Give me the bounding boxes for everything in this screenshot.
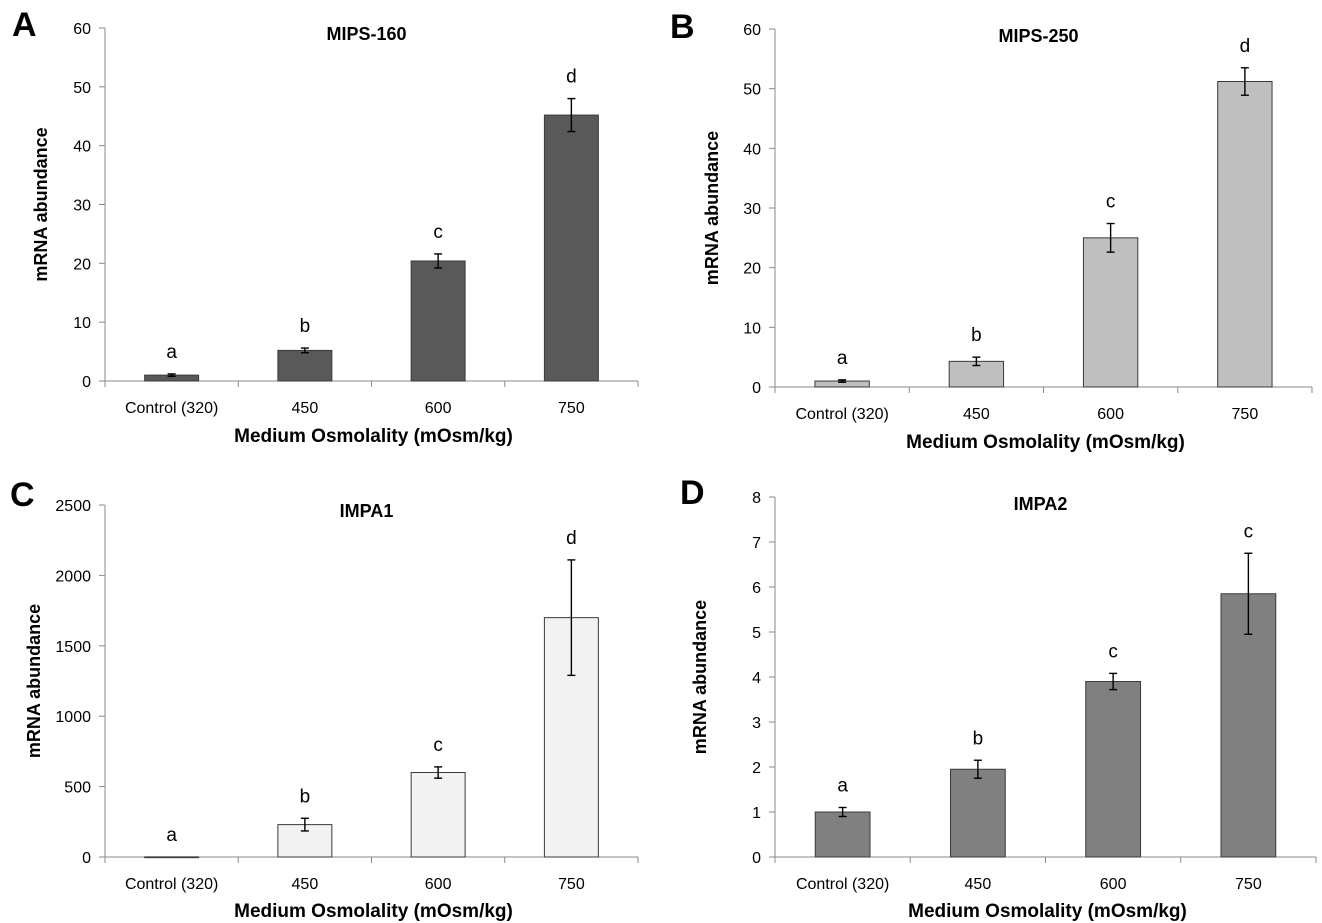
significance-letter: b xyxy=(300,316,311,337)
chart-panel-a: A MIPS-160 0 10 20 30 40 50 60 a Control (320) b 450… xyxy=(12,6,639,447)
y-tick-label: 20 xyxy=(73,256,91,273)
y-tick-label: 10 xyxy=(743,320,761,337)
y-tick-label: 2000 xyxy=(55,568,91,585)
significance-letter: d xyxy=(566,67,577,88)
y-tick-label: 3 xyxy=(752,715,761,732)
x-tick-label: 600 xyxy=(1097,406,1124,423)
x-tick-label: Control (320) xyxy=(125,876,218,893)
y-axis-label: mRNA abundance xyxy=(31,127,51,281)
chart-title: MIPS-160 xyxy=(326,24,406,44)
y-axis-label: mRNA abundance xyxy=(702,131,722,285)
x-tick-label: 600 xyxy=(1100,876,1127,893)
panel-letter: C xyxy=(10,476,35,514)
bar xyxy=(543,114,599,382)
y-tick-label: 2500 xyxy=(55,498,91,515)
x-tick-label: 450 xyxy=(965,876,992,893)
y-tick-label: 60 xyxy=(73,21,91,38)
x-tick-label: 750 xyxy=(558,400,585,417)
panel-letter: B xyxy=(670,8,695,46)
y-tick-label: 4 xyxy=(752,670,761,687)
y-tick-label: 8 xyxy=(752,490,761,507)
bar xyxy=(410,260,466,382)
bar xyxy=(814,811,871,858)
y-tick-label: 40 xyxy=(73,139,91,156)
significance-letter: c xyxy=(1106,192,1116,213)
y-axis-label: mRNA abundance xyxy=(24,604,44,758)
x-tick-label: 750 xyxy=(558,876,585,893)
significance-letter: a xyxy=(166,342,177,363)
y-tick-label: 500 xyxy=(64,780,91,797)
bar xyxy=(277,349,333,382)
x-tick-label: Control (320) xyxy=(125,400,218,417)
x-axis-label: Medium Osmolality (mOsm/kg) xyxy=(908,901,1187,922)
panel-letter: D xyxy=(680,474,705,512)
x-tick-label: 450 xyxy=(292,400,319,417)
y-tick-label: 0 xyxy=(82,374,91,391)
bar xyxy=(410,772,466,858)
significance-letter: a xyxy=(837,776,848,797)
bar xyxy=(1085,681,1142,858)
x-tick-label: 600 xyxy=(425,400,452,417)
y-tick-label: 30 xyxy=(743,201,761,218)
y-tick-label: 5 xyxy=(752,625,761,642)
y-tick-label: 7 xyxy=(752,535,761,552)
panel-letter: A xyxy=(12,6,37,44)
y-tick-label: 0 xyxy=(752,380,761,397)
x-tick-label: 450 xyxy=(963,406,990,423)
y-tick-label: 50 xyxy=(743,82,761,99)
x-tick-label: 750 xyxy=(1232,406,1259,423)
y-axis-label: mRNA abundance xyxy=(690,600,710,754)
x-axis-label: Medium Osmolality (mOsm/kg) xyxy=(234,426,513,447)
significance-letter: c xyxy=(1244,521,1254,542)
bar xyxy=(1082,237,1139,388)
y-tick-label: 50 xyxy=(73,80,91,97)
x-tick-label: 600 xyxy=(425,876,452,893)
y-tick-label: 1500 xyxy=(55,639,91,656)
chart-panel-c: C IMPA1 0 500 1000 1500 2000 2500 a Control (320)… xyxy=(10,476,639,922)
chart-title: IMPA1 xyxy=(340,501,394,521)
chart-panel-b: B MIPS-250 0 10 20 30 40 50 60 a Control (320) b 450… xyxy=(670,8,1313,453)
x-tick-label: Control (320) xyxy=(796,876,889,893)
chart-title: IMPA2 xyxy=(1014,494,1068,514)
significance-letter: c xyxy=(1108,641,1118,662)
significance-letter: b xyxy=(971,325,982,346)
significance-letter: a xyxy=(166,825,177,846)
significance-letter: d xyxy=(566,528,577,549)
significance-letter: c xyxy=(433,222,443,243)
bar xyxy=(144,856,200,859)
y-tick-label: 6 xyxy=(752,580,761,597)
x-axis-label: Medium Osmolality (mOsm/kg) xyxy=(234,901,513,922)
y-tick-label: 40 xyxy=(743,141,761,158)
y-tick-label: 2 xyxy=(752,760,761,777)
x-tick-label: Control (320) xyxy=(795,406,888,423)
y-tick-label: 60 xyxy=(743,22,761,39)
y-tick-label: 30 xyxy=(73,198,91,215)
x-tick-label: 450 xyxy=(292,876,319,893)
y-tick-label: 0 xyxy=(752,850,761,867)
significance-letter: c xyxy=(433,735,443,756)
bar xyxy=(949,768,1006,858)
significance-letter: a xyxy=(837,348,848,369)
significance-letter: b xyxy=(973,728,984,749)
significance-letter: d xyxy=(1240,36,1251,57)
y-tick-label: 1000 xyxy=(55,709,91,726)
y-tick-label: 1 xyxy=(752,805,761,822)
y-tick-label: 10 xyxy=(73,315,91,332)
significance-letter: b xyxy=(300,786,311,807)
x-axis-label: Medium Osmolality (mOsm/kg) xyxy=(906,432,1185,453)
chart-panel-d: D IMPA2 0 1 2 3 4 5 6 7 8 a Control (320) b 450 c 600 c 75… xyxy=(680,474,1317,922)
x-tick-label: 750 xyxy=(1235,876,1262,893)
y-tick-label: 0 xyxy=(82,850,91,867)
y-tick-label: 20 xyxy=(743,261,761,278)
chart-title: MIPS-250 xyxy=(998,26,1078,46)
bar xyxy=(1217,81,1273,388)
